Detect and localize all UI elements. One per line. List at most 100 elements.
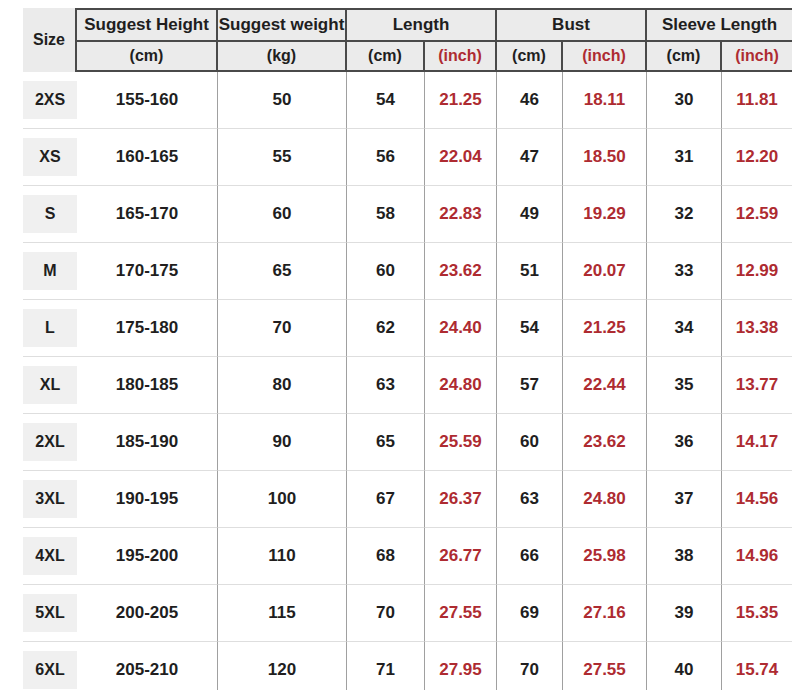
cell-height_cm: 195-200	[77, 527, 218, 584]
cell-sleeve_inch: 12.20	[722, 128, 792, 185]
cell-weight_kg: 60	[218, 185, 347, 242]
cell-weight_kg: 110	[218, 527, 347, 584]
cell-length_cm: 68	[347, 527, 425, 584]
col-header-size: Size	[23, 8, 77, 72]
cell-height_cm: 160-165	[77, 128, 218, 185]
cell-weight_kg: 50	[218, 72, 347, 128]
cell-sleeve_inch: 14.17	[722, 413, 792, 470]
cell-bust_inch: 18.11	[563, 72, 647, 128]
cell-bust_inch: 23.62	[563, 413, 647, 470]
cell-bust_inch: 24.80	[563, 470, 647, 527]
size-label: 3XL	[23, 480, 77, 518]
cell-length_cm: 58	[347, 185, 425, 242]
cell-sleeve_inch: 12.59	[722, 185, 792, 242]
cell-length_cm: 70	[347, 584, 425, 641]
table-row: M170-175656023.625120.073312.99	[23, 242, 792, 299]
unit-header-length-inch: (inch)	[425, 42, 497, 72]
cell-sleeve_cm: 33	[647, 242, 722, 299]
cell-bust_cm: 54	[497, 299, 563, 356]
cell-height_cm: 190-195	[77, 470, 218, 527]
cell-bust_inch: 27.55	[563, 641, 647, 690]
cell-length_cm: 62	[347, 299, 425, 356]
cell-bust_inch: 25.98	[563, 527, 647, 584]
cell-sleeve_cm: 38	[647, 527, 722, 584]
unit-header-height-cm: (cm)	[77, 42, 218, 72]
cell-length_cm: 54	[347, 72, 425, 128]
cell-length_inch: 24.80	[425, 356, 497, 413]
cell-length_inch: 26.77	[425, 527, 497, 584]
table-row: XL180-185806324.805722.443513.77	[23, 356, 792, 413]
table-row: 4XL195-2001106826.776625.983814.96	[23, 527, 792, 584]
unit-header-weight-kg: (kg)	[218, 42, 347, 72]
cell-sleeve_cm: 39	[647, 584, 722, 641]
header-group-row: Size Suggest Height Suggest weight Lengt…	[23, 8, 792, 42]
cell-weight_kg: 65	[218, 242, 347, 299]
cell-sleeve_inch: 15.74	[722, 641, 792, 690]
cell-weight_kg: 115	[218, 584, 347, 641]
unit-header-bust-cm: (cm)	[497, 42, 563, 72]
cell-weight_kg: 120	[218, 641, 347, 690]
cell-length_inch: 23.62	[425, 242, 497, 299]
cell-length_inch: 24.40	[425, 299, 497, 356]
cell-length_inch: 22.83	[425, 185, 497, 242]
cell-length_cm: 56	[347, 128, 425, 185]
table-header: Size Suggest Height Suggest weight Lengt…	[23, 8, 792, 72]
cell-bust_cm: 66	[497, 527, 563, 584]
size-label: 5XL	[23, 594, 77, 632]
cell-bust_cm: 60	[497, 413, 563, 470]
cell-bust_cm: 70	[497, 641, 563, 690]
cell-sleeve_inch: 15.35	[722, 584, 792, 641]
cell-length_cm: 71	[347, 641, 425, 690]
cell-length_inch: 21.25	[425, 72, 497, 128]
cell-height_cm: 200-205	[77, 584, 218, 641]
cell-weight_kg: 80	[218, 356, 347, 413]
unit-header-bust-inch: (inch)	[563, 42, 647, 72]
cell-weight_kg: 70	[218, 299, 347, 356]
size-label: 4XL	[23, 537, 77, 575]
size-cell: 2XL	[23, 413, 77, 470]
cell-bust_inch: 21.25	[563, 299, 647, 356]
cell-sleeve_inch: 13.38	[722, 299, 792, 356]
size-chart-page: Size Suggest Height Suggest weight Lengt…	[0, 0, 800, 690]
unit-header-length-cm: (cm)	[347, 42, 425, 72]
col-header-suggest-height: Suggest Height	[77, 8, 218, 42]
cell-length_inch: 26.37	[425, 470, 497, 527]
cell-bust_cm: 51	[497, 242, 563, 299]
table-row: 6XL205-2101207127.957027.554015.74	[23, 641, 792, 690]
cell-sleeve_cm: 37	[647, 470, 722, 527]
cell-sleeve_inch: 14.96	[722, 527, 792, 584]
cell-height_cm: 165-170	[77, 185, 218, 242]
cell-sleeve_cm: 31	[647, 128, 722, 185]
cell-weight_kg: 55	[218, 128, 347, 185]
cell-bust_cm: 63	[497, 470, 563, 527]
size-label: M	[23, 252, 77, 290]
cell-bust_cm: 47	[497, 128, 563, 185]
unit-header-sleeve-inch: (inch)	[722, 42, 792, 72]
cell-bust_inch: 27.16	[563, 584, 647, 641]
cell-length_cm: 67	[347, 470, 425, 527]
size-cell: 4XL	[23, 527, 77, 584]
cell-bust_inch: 18.50	[563, 128, 647, 185]
table-row: 5XL200-2051157027.556927.163915.35	[23, 584, 792, 641]
table-row: L175-180706224.405421.253413.38	[23, 299, 792, 356]
table-row: 2XS155-160505421.254618.113011.81	[23, 72, 792, 128]
cell-sleeve_cm: 40	[647, 641, 722, 690]
col-header-bust: Bust	[497, 8, 647, 42]
cell-bust_cm: 69	[497, 584, 563, 641]
cell-length_inch: 27.95	[425, 641, 497, 690]
size-cell: 6XL	[23, 641, 77, 690]
size-label: XL	[23, 366, 77, 404]
size-cell: XL	[23, 356, 77, 413]
cell-sleeve_cm: 35	[647, 356, 722, 413]
cell-height_cm: 175-180	[77, 299, 218, 356]
size-label: 2XL	[23, 423, 77, 461]
cell-sleeve_cm: 36	[647, 413, 722, 470]
cell-height_cm: 155-160	[77, 72, 218, 128]
cell-height_cm: 185-190	[77, 413, 218, 470]
cell-length_inch: 22.04	[425, 128, 497, 185]
cell-bust_inch: 19.29	[563, 185, 647, 242]
cell-weight_kg: 100	[218, 470, 347, 527]
col-header-length: Length	[347, 8, 497, 42]
size-label: L	[23, 309, 77, 347]
cell-length_cm: 65	[347, 413, 425, 470]
